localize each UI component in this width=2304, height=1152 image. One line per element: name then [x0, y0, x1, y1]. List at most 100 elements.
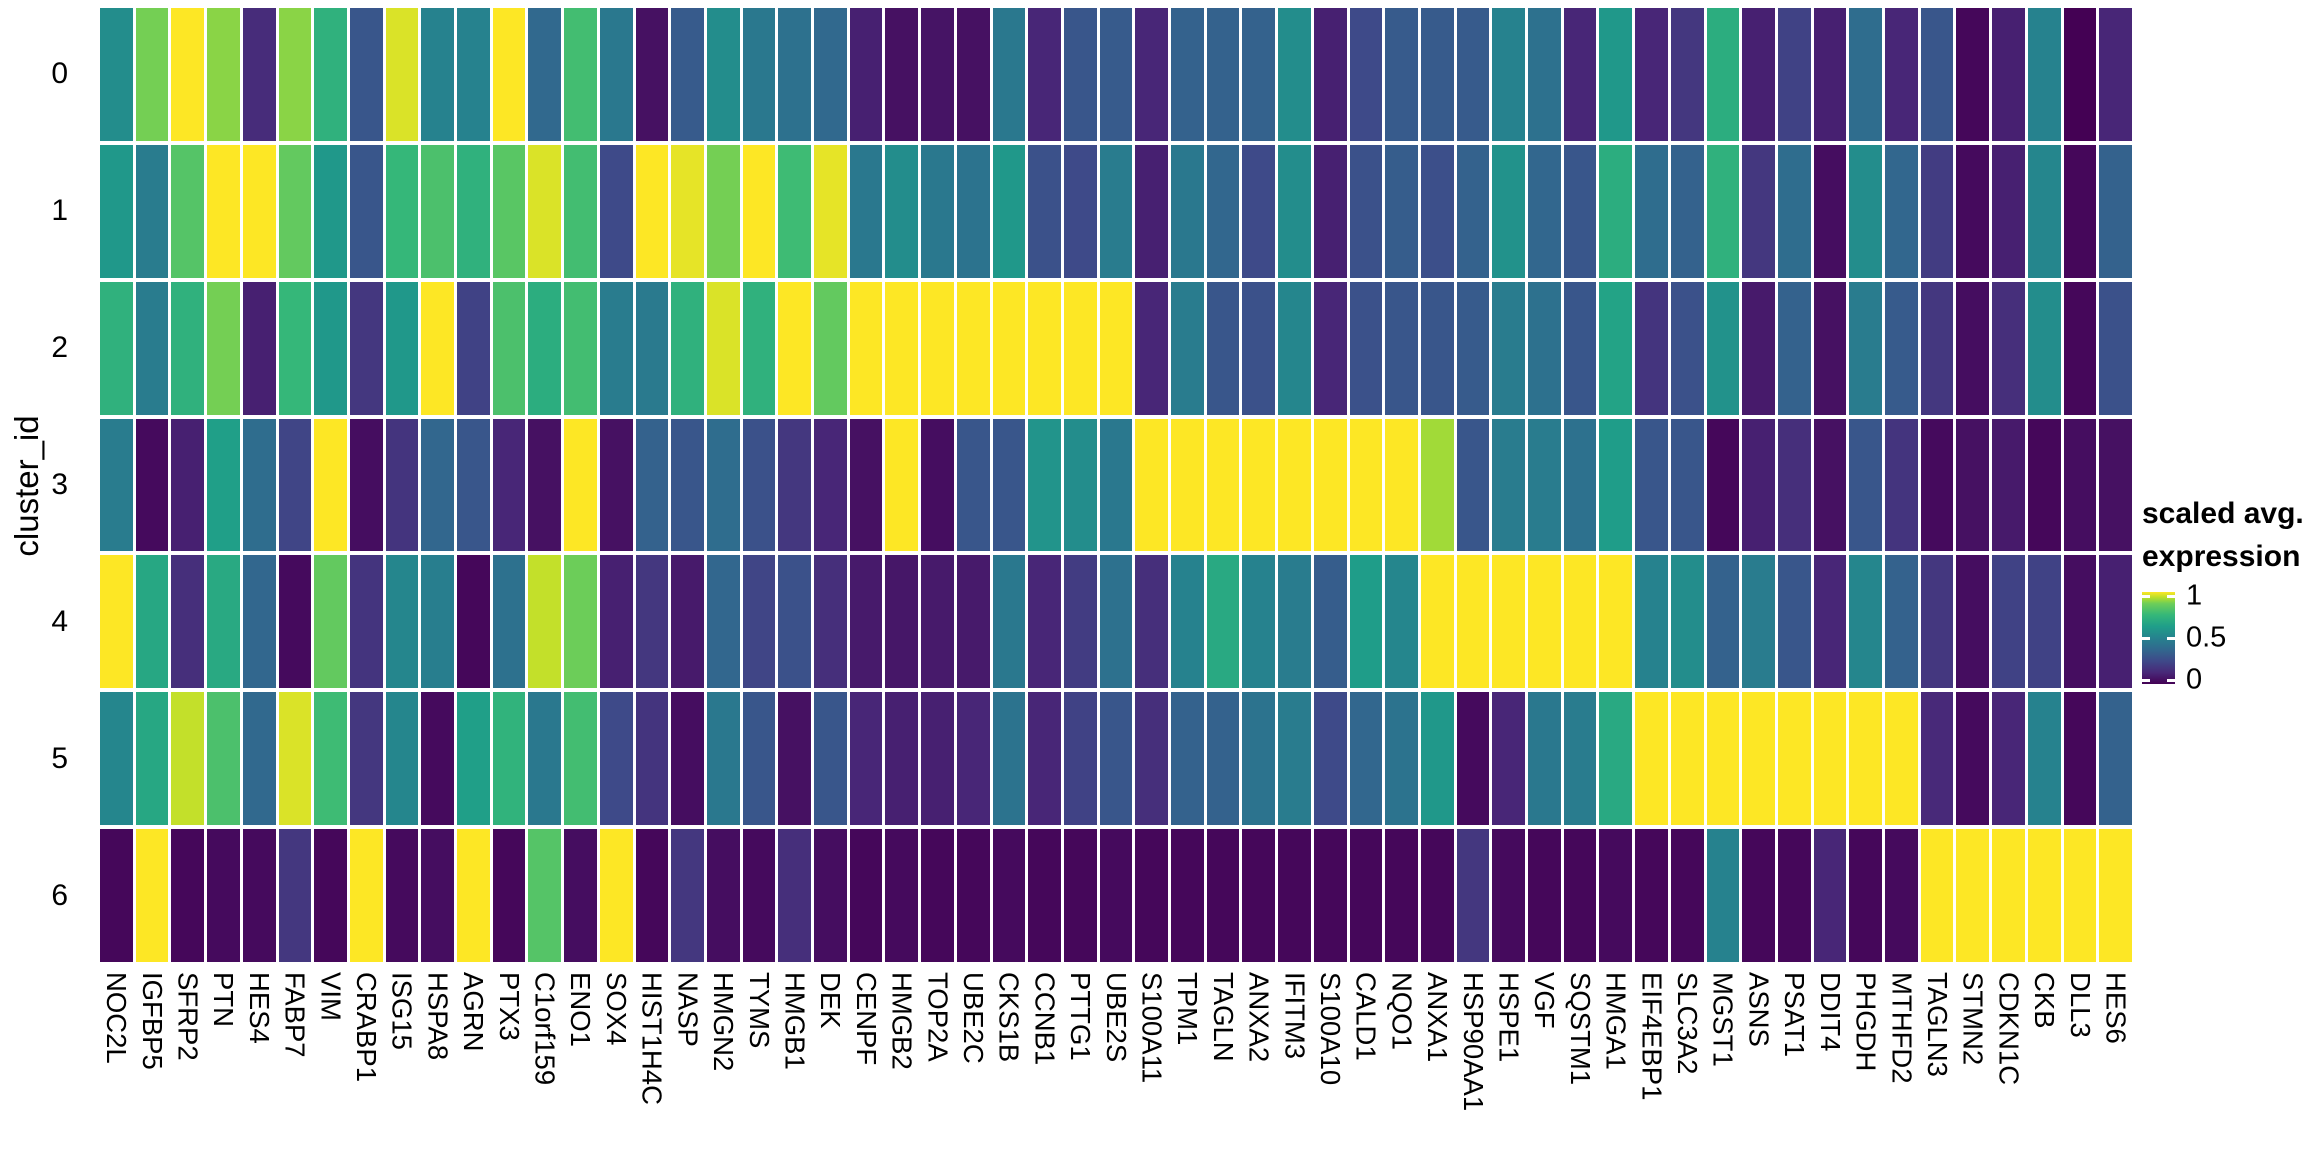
heatmap-cell [921, 555, 954, 689]
heatmap-cell [1313, 418, 1347, 552]
heatmap-cell [278, 829, 312, 962]
heatmap-cell [1885, 418, 1918, 552]
heatmap-cell [1849, 8, 1883, 141]
heatmap-cell [2027, 555, 2061, 689]
heatmap-cell [100, 144, 133, 278]
heatmap-cell [1349, 281, 1383, 415]
heatmap-cell [564, 829, 597, 962]
gene-label: TOP2A [922, 972, 954, 1062]
heatmap-cell [1171, 829, 1204, 962]
heatmap-cell [457, 555, 490, 689]
heatmap-cell [1528, 281, 1561, 415]
heatmap-cell [242, 144, 276, 278]
heatmap-cell [1492, 418, 1526, 552]
heatmap-cell [278, 418, 312, 552]
legend-tick-mark [2142, 678, 2150, 682]
heatmap-cell [1242, 8, 1276, 141]
heatmap-cell [171, 144, 205, 278]
heatmap-cell [1385, 144, 1418, 278]
gene-label: HMGB2 [886, 972, 918, 1070]
heatmap-cell [1349, 829, 1383, 962]
gene-label: EIF4EBP1 [1636, 972, 1668, 1101]
heatmap-cell [1706, 829, 1740, 962]
heatmap-cell [1885, 281, 1918, 415]
heatmap-cell [492, 281, 526, 415]
heatmap-cell [778, 8, 812, 141]
legend: scaled avg. expression 1 0.5 0 [2142, 492, 2304, 696]
heatmap-cell [1099, 829, 1133, 962]
heatmap-cell [171, 555, 205, 689]
heatmap-cell [1920, 281, 1954, 415]
gene-label: SOX4 [600, 972, 632, 1046]
heatmap-cell [849, 418, 883, 552]
gene-label: DLL3 [2064, 972, 2096, 1038]
heatmap-cell [1206, 281, 1240, 415]
heatmap-cell [1920, 555, 1954, 689]
gene-label: TYMS [743, 972, 775, 1049]
gene-label: CDKN1C [1993, 972, 2025, 1086]
heatmap-cell [1849, 829, 1883, 962]
heatmap-cell [1742, 829, 1775, 962]
gene-label: SQSTM1 [1564, 972, 1596, 1086]
heatmap-cell [706, 281, 740, 415]
gene-label: HSP90AA1 [1457, 972, 1489, 1112]
heatmap-cell [635, 281, 669, 415]
heatmap-cell [278, 281, 312, 415]
heatmap-cell [1635, 8, 1668, 141]
heatmap-cell [814, 418, 847, 552]
gene-label: ANXA1 [1422, 972, 1454, 1063]
heatmap-cell [1563, 555, 1597, 689]
heatmap-cell [1028, 281, 1061, 415]
heatmap-cell [814, 692, 847, 826]
heatmap-cell [1670, 144, 1704, 278]
gene-label: CRABP1 [351, 972, 383, 1083]
heatmap-cell [100, 829, 133, 962]
heatmap-cell [814, 144, 847, 278]
heatmap-cell [1956, 144, 1990, 278]
heatmap-cell [242, 418, 276, 552]
gene-label: IFITM3 [1279, 972, 1311, 1060]
heatmap-cell [992, 8, 1026, 141]
heatmap-cell [1992, 281, 2025, 415]
heatmap-cell [1599, 144, 1633, 278]
heatmap-cell [1920, 829, 1954, 962]
heatmap-cell [742, 281, 776, 415]
heatmap-cell [100, 281, 133, 415]
heatmap-cell [599, 829, 633, 962]
heatmap-cell [207, 692, 240, 826]
heatmap-cell [1242, 829, 1276, 962]
gene-label: PTN [208, 972, 240, 1027]
heatmap-cell [992, 144, 1026, 278]
heatmap-cell [885, 281, 919, 415]
heatmap-cell [1171, 281, 1204, 415]
heatmap-cell [1420, 692, 1454, 826]
heatmap-cell [528, 8, 562, 141]
heatmap-cell [1599, 829, 1633, 962]
heatmap-cell [1742, 144, 1775, 278]
heatmap-cell [242, 829, 276, 962]
heatmap-cell [528, 555, 562, 689]
heatmap-cell [2063, 829, 2097, 962]
heatmap-cell [2099, 144, 2132, 278]
heatmap-cell [1670, 692, 1704, 826]
heatmap-cell [671, 144, 704, 278]
heatmap-cell [1777, 829, 1811, 962]
heatmap-cell [171, 829, 205, 962]
heatmap-cell [1885, 144, 1918, 278]
cluster-label: 0 [51, 57, 68, 91]
legend-title-line1: scaled avg. [2142, 497, 2304, 530]
heatmap-cell [171, 8, 205, 141]
gene-label: HMGB1 [779, 972, 811, 1070]
heatmap-cell [1063, 144, 1097, 278]
heatmap-cell [1135, 692, 1169, 826]
heatmap-cell [1385, 281, 1418, 415]
heatmap-cell [100, 8, 133, 141]
heatmap-cell [1420, 418, 1454, 552]
heatmap-cell [1742, 555, 1775, 689]
legend-tick-label: 1 [2186, 579, 2203, 612]
heatmap-cell [671, 829, 704, 962]
heatmap-cell [278, 692, 312, 826]
heatmap-cell [1242, 418, 1276, 552]
heatmap-cell [1992, 692, 2025, 826]
heatmap-cell [2027, 144, 2061, 278]
